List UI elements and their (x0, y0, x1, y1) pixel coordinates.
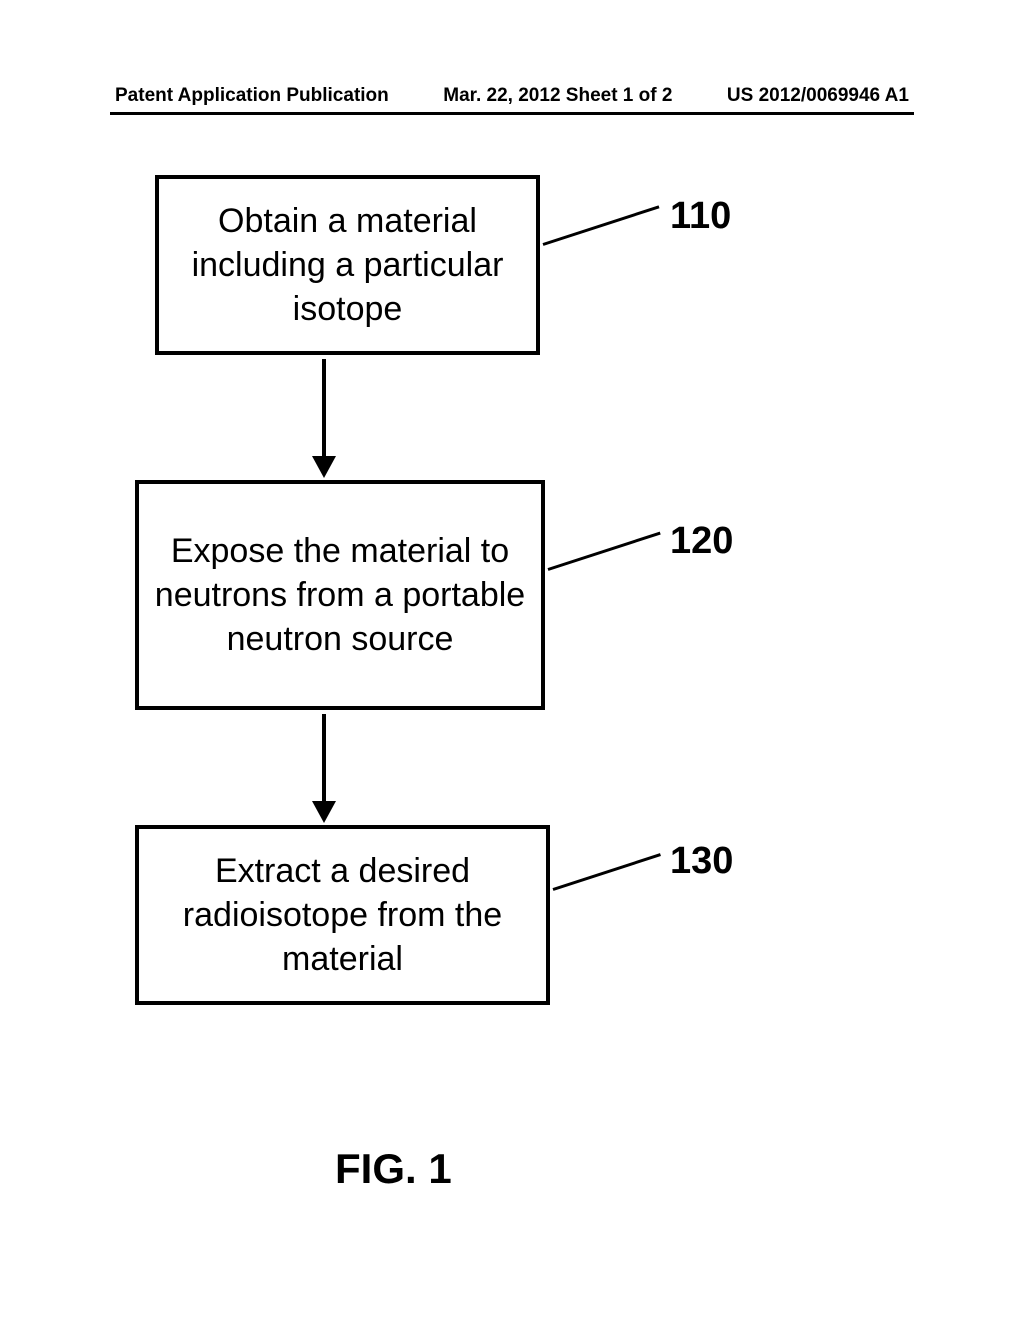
flowchart-node-1: Obtain a material including a particular… (155, 175, 540, 355)
flowchart-node-3-text: Extract a desired radioisotope from the … (154, 849, 531, 982)
leader-line-1 (543, 205, 660, 246)
flowchart-node-3: Extract a desired radioisotope from the … (135, 825, 550, 1005)
flowchart-node-2-text: Expose the material to neutrons from a p… (154, 529, 526, 662)
leader-line-2 (548, 532, 661, 571)
arrow-2-line (322, 714, 326, 803)
arrow-2-head (312, 801, 336, 823)
arrow-1-line (322, 359, 326, 458)
flowchart-node-2: Expose the material to neutrons from a p… (135, 480, 545, 710)
flowchart-label-110: 110 (670, 195, 731, 238)
header-publication: Patent Application Publication (115, 85, 389, 107)
header-patent-number: US 2012/0069946 A1 (727, 85, 909, 107)
header-date-sheet: Mar. 22, 2012 Sheet 1 of 2 (443, 85, 672, 107)
page-header: Patent Application Publication Mar. 22, … (0, 85, 1024, 107)
figure-label: FIG. 1 (335, 1145, 452, 1193)
header-divider (110, 112, 914, 115)
flowchart-label-120: 120 (670, 520, 733, 563)
flowchart-label-130: 130 (670, 840, 733, 883)
leader-line-3 (553, 853, 661, 891)
flowchart-node-1-text: Obtain a material including a particular… (174, 199, 521, 332)
arrow-1-head (312, 456, 336, 478)
